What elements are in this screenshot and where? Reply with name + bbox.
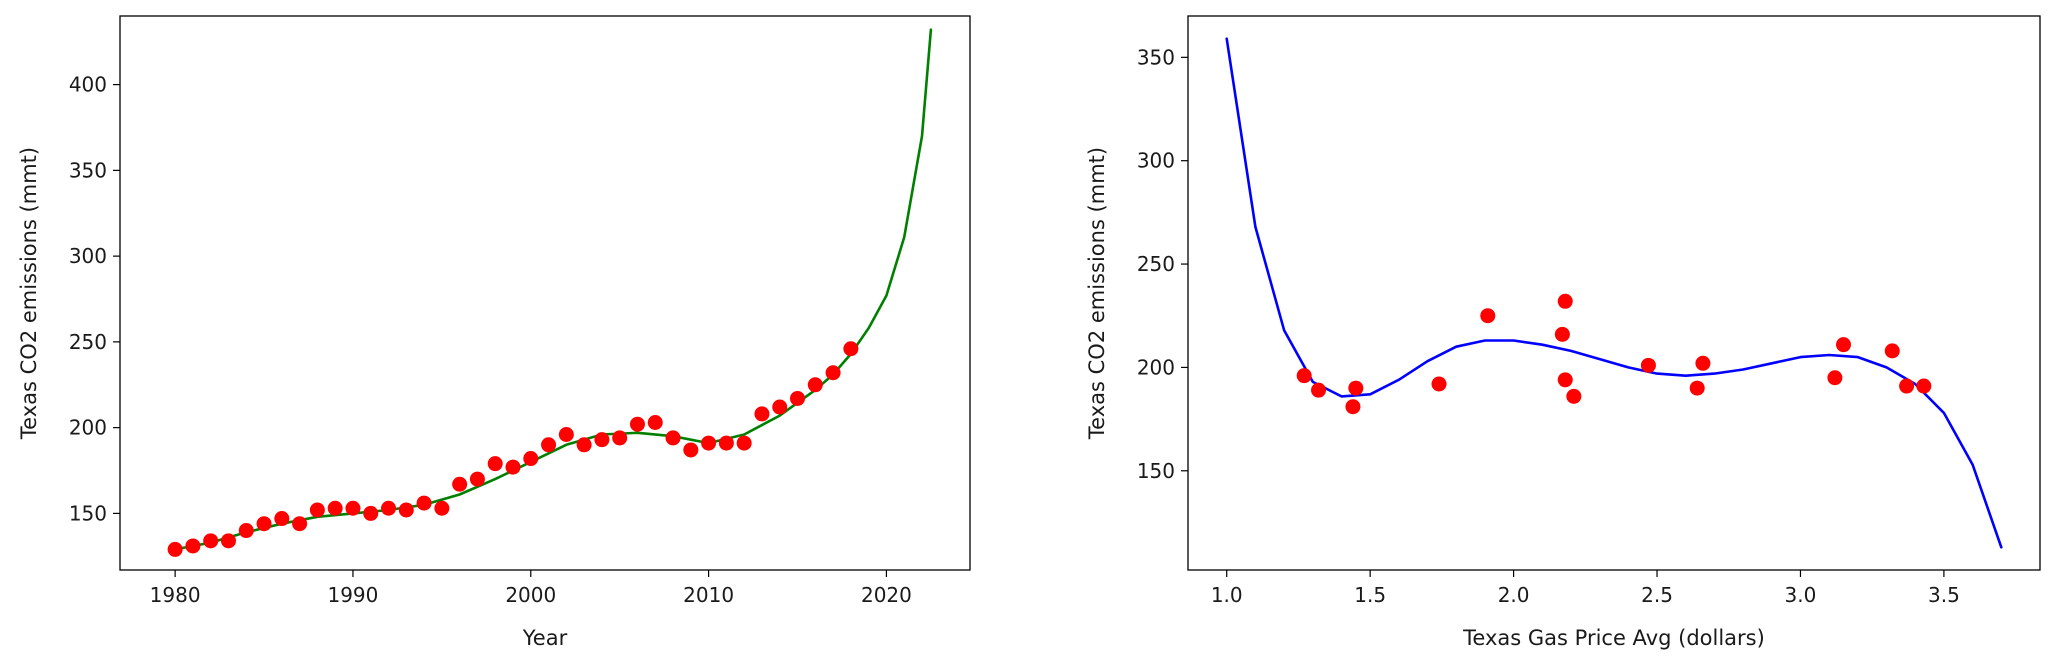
x-tick-label: 2010 [683, 583, 734, 607]
y-axis-label: Texas CO2 emissions (mmt) [1085, 147, 1109, 440]
data-point [594, 432, 610, 448]
y-tick-label: 400 [69, 73, 107, 97]
data-point [327, 500, 343, 516]
y-tick-label: 250 [69, 330, 107, 354]
y-tick-label: 150 [69, 501, 107, 525]
data-point [1689, 380, 1705, 396]
x-tick-label: 1.5 [1354, 583, 1386, 607]
data-point [1695, 355, 1711, 371]
data-point [843, 341, 859, 357]
data-point [629, 416, 645, 432]
data-point [558, 427, 574, 443]
data-point [1348, 380, 1364, 396]
data-point [718, 435, 734, 451]
data-point [434, 500, 450, 516]
data-point [487, 456, 503, 472]
data-point [541, 437, 557, 453]
data-point [1899, 378, 1915, 394]
data-point [381, 500, 397, 516]
data-point [292, 516, 308, 532]
x-axis-label: Year [522, 626, 568, 650]
data-point [469, 471, 485, 487]
data-point [1827, 370, 1843, 386]
data-point [1480, 308, 1496, 324]
x-tick-label: 2.5 [1641, 583, 1673, 607]
data-point [1835, 337, 1851, 353]
data-point [736, 435, 752, 451]
data-point [612, 430, 628, 446]
data-point [1557, 372, 1573, 388]
axes-frame [1187, 15, 2041, 571]
data-point [825, 365, 841, 381]
fit-line [1225, 37, 2003, 549]
data-point [238, 523, 254, 539]
data-point [274, 511, 290, 527]
data-point [256, 516, 272, 532]
y-tick-label: 300 [1137, 149, 1175, 173]
fit-line [173, 28, 933, 551]
y-tick-label: 200 [69, 416, 107, 440]
y-tick-label: 350 [69, 158, 107, 182]
data-point [345, 500, 361, 516]
x-tick-label: 1980 [150, 583, 201, 607]
data-point [701, 435, 717, 451]
data-point [1557, 293, 1573, 309]
y-tick-label: 200 [1137, 355, 1175, 379]
data-point [505, 459, 521, 475]
y-tick-label: 150 [1137, 459, 1175, 483]
data-point [363, 505, 379, 521]
data-point [1566, 388, 1582, 404]
data-point [665, 430, 681, 446]
data-point [1916, 378, 1932, 394]
data-point [398, 502, 414, 518]
x-axis-label: Texas Gas Price Avg (dollars) [1462, 626, 1765, 650]
data-point [523, 451, 539, 467]
data-point [647, 414, 663, 430]
data-point [452, 476, 468, 492]
data-point [1345, 399, 1361, 415]
data-point [416, 495, 432, 511]
chart-co2-vs-gas-price: 1.0 1.5 2.0 2.5 3.0 3.5 150 200 250 300 350 Texas G… [1085, 15, 2041, 650]
x-tick-label: 1990 [327, 583, 378, 607]
data-point [203, 533, 219, 549]
data-point [790, 390, 806, 406]
x-tick-label: 2020 [861, 583, 912, 607]
x-tick-label: 2000 [505, 583, 556, 607]
data-point [1884, 343, 1900, 359]
data-point [1554, 326, 1570, 342]
x-tick-label: 2.0 [1498, 583, 1530, 607]
x-tick-label: 3.5 [1928, 583, 1960, 607]
data-point [576, 437, 592, 453]
data-point [220, 533, 236, 549]
data-point [1431, 376, 1447, 392]
x-tick-label: 3.0 [1785, 583, 1817, 607]
y-tick-label: 250 [1137, 252, 1175, 276]
data-point [1311, 382, 1327, 398]
y-tick-label: 300 [69, 244, 107, 268]
y-axis-label: Texas CO2 emissions (mmt) [17, 147, 41, 440]
data-point [1296, 368, 1312, 384]
data-point [167, 541, 183, 557]
chart-co2-vs-year: 1980 1990 2000 2010 2020 150 200 250 300 350 400 Ye… [17, 15, 971, 650]
y-tick-label: 350 [1137, 45, 1175, 69]
data-point [807, 377, 823, 393]
data-point [754, 406, 770, 422]
axes-frame [119, 15, 971, 571]
data-point [1640, 357, 1656, 373]
data-point [772, 399, 788, 415]
x-tick-label: 1.0 [1211, 583, 1243, 607]
data-point [185, 538, 201, 554]
data-point [683, 442, 699, 458]
data-point [309, 502, 325, 518]
